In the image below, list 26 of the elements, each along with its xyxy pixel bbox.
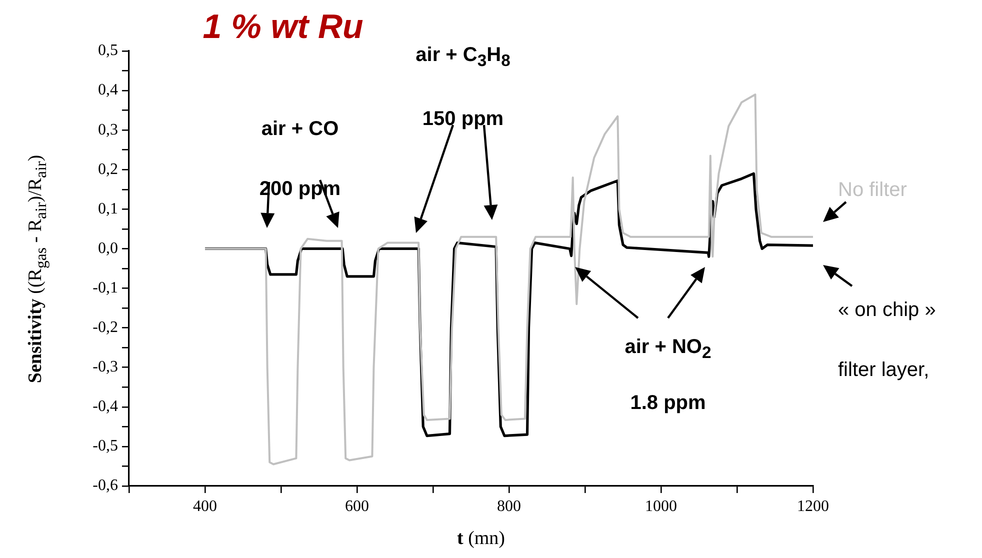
- y-tick-label: 0,4: [98, 82, 118, 99]
- x-axis-title: t (mn): [456, 528, 506, 550]
- annotation: air + CO: [261, 118, 339, 141]
- y-tick-label: -0,1: [92, 279, 118, 296]
- y-tick-label: -0,6: [92, 477, 118, 494]
- x-tick-label: 600: [345, 498, 369, 515]
- y-tick-label: 0,1: [98, 200, 118, 218]
- y-tick-label: 0,3: [98, 121, 118, 138]
- x-tick-label: 400: [193, 498, 217, 515]
- y-tick-label: 0,0: [98, 240, 118, 257]
- annotation: 1.8 ppm: [630, 392, 706, 415]
- y-tick-label: -0,5: [92, 438, 118, 455]
- annotation: 150 ppm: [422, 108, 504, 131]
- y-tick-label: -0,4: [92, 398, 118, 416]
- x-tick-label: 1000: [645, 498, 677, 515]
- annotation: air + C$_{3}$H$_{8}$: [416, 44, 510, 71]
- chart-title: 1 % wt Ru: [202, 8, 364, 47]
- annotation: air + NO$_{2}$: [624, 336, 712, 363]
- y-tick-label: -0,2: [92, 319, 118, 336]
- text: No filter: [838, 178, 908, 203]
- y-tick-label: -0,3: [92, 358, 118, 376]
- y-tick-label: 0,2: [98, 160, 118, 178]
- y-tick-label: 0,5: [98, 42, 118, 60]
- x-tick-label: 1200: [797, 498, 829, 515]
- text: « on chip » filter layer,: [838, 299, 936, 381]
- x-tick-label: 800: [497, 498, 521, 515]
